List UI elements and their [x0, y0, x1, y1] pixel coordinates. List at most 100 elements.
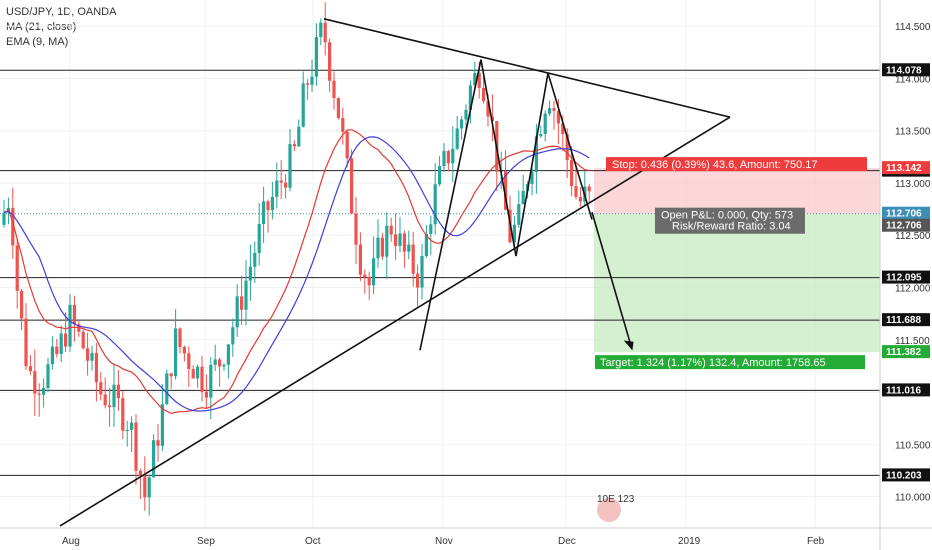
- candle-body: [112, 384, 116, 408]
- watermark-text: 10E 123: [597, 494, 635, 505]
- candle-body: [174, 328, 178, 377]
- candle-body: [20, 290, 24, 319]
- candle-body: [561, 123, 565, 135]
- open-pnl-label: Open P&L: 0.000, Qty: 573: [661, 210, 793, 222]
- candle-body: [446, 151, 450, 164]
- candle-body: [204, 391, 208, 398]
- candle-body: [134, 422, 138, 471]
- candle-body: [367, 276, 371, 286]
- candle-body: [15, 245, 19, 291]
- stop-label-box: [606, 157, 867, 172]
- candle-body: [266, 201, 270, 211]
- level-tag-label: 114.078: [886, 65, 922, 76]
- legend-ema: EMA (9, MA): [6, 36, 69, 48]
- watermark-logo: 10E 123: [597, 494, 635, 522]
- candle-body: [486, 101, 490, 117]
- candle-body: [231, 327, 235, 345]
- candle-body: [209, 364, 213, 398]
- time-tick-label: Aug: [62, 536, 80, 547]
- candle-body: [350, 158, 354, 214]
- candle-body: [301, 83, 305, 127]
- candle-body: [200, 366, 204, 392]
- candle-body: [42, 387, 46, 395]
- candle-body: [376, 237, 380, 259]
- time-tick-label: Feb: [807, 536, 825, 547]
- price-tag-box: [882, 345, 930, 359]
- candle-body: [552, 108, 556, 111]
- candle-body: [411, 244, 415, 274]
- pattern-zigzag-line: [480, 59, 517, 257]
- candle-body: [424, 234, 428, 256]
- triangle-upper-trendline: [323, 18, 731, 118]
- candle-body: [548, 108, 552, 114]
- candle-body: [33, 371, 37, 394]
- candle-body: [248, 266, 252, 281]
- price-tag-label: 113.142: [886, 163, 922, 174]
- candle-body: [108, 405, 112, 408]
- candle-body: [314, 37, 318, 77]
- candle-body: [323, 22, 327, 43]
- candle-body: [389, 225, 393, 235]
- candle-body: [380, 237, 384, 257]
- candle-body: [394, 234, 398, 246]
- candle-body: [235, 296, 239, 328]
- candle-body: [385, 225, 389, 257]
- candle-body: [539, 134, 543, 137]
- candle-body: [156, 440, 160, 446]
- candle-body: [578, 196, 582, 202]
- candle-body: [512, 224, 516, 243]
- candle-body: [147, 477, 151, 498]
- pattern-zigzag-line: [515, 73, 549, 257]
- candle-body: [288, 144, 292, 188]
- stop-zone: [594, 168, 880, 214]
- level-tag-box: [882, 270, 930, 284]
- candle-body: [455, 128, 459, 149]
- candle-body: [473, 72, 477, 86]
- pnl-label-box: [655, 207, 805, 234]
- candle-body: [398, 233, 402, 246]
- candle-body: [517, 204, 521, 225]
- candle-body: [372, 258, 376, 286]
- candle-body: [451, 148, 455, 164]
- candle-body: [328, 42, 332, 81]
- candle-body: [490, 116, 494, 122]
- candle-body: [438, 166, 442, 185]
- candle-body: [420, 255, 424, 288]
- candle-body: [341, 118, 345, 132]
- chart-title: USD/JPY, 1D, OANDA: [6, 6, 117, 18]
- ema-9-line: [3, 136, 590, 412]
- candle-body: [37, 393, 41, 395]
- candle-body: [2, 212, 6, 225]
- candle-body: [556, 110, 560, 124]
- price-tag-label: 112.706: [886, 209, 922, 220]
- candle-body: [152, 440, 156, 478]
- price-tick-label: 112.000: [895, 284, 931, 295]
- target-label-box: [595, 355, 865, 370]
- candle-body: [46, 364, 50, 388]
- candle-body: [460, 119, 464, 129]
- time-tick-label: Nov: [435, 536, 453, 547]
- candle-body: [213, 359, 217, 365]
- candle-body: [24, 318, 28, 367]
- candle-body: [530, 172, 534, 184]
- chart-legend: USD/JPY, 1D, OANDA MA (21, close) EMA (9…: [6, 5, 116, 50]
- price-tag-box: [882, 206, 930, 220]
- candle-body: [319, 22, 323, 38]
- candle-body: [570, 159, 574, 187]
- price-tag-box: [882, 218, 930, 232]
- candle-body: [99, 382, 103, 395]
- candle-body: [178, 328, 182, 347]
- time-tick-label: Oct: [305, 536, 321, 547]
- triangle-lower-trendline: [59, 116, 731, 527]
- level-tag-box: [882, 313, 930, 327]
- candle-body: [297, 126, 301, 147]
- time-tick-label: Dec: [558, 536, 576, 547]
- time-tick-label: 2019: [678, 536, 701, 547]
- candle-body: [292, 144, 296, 147]
- risk-reward-label: Risk/Reward Ratio: 3.04: [672, 221, 791, 233]
- candle-body: [240, 296, 244, 310]
- level-tag-box: [882, 468, 930, 482]
- candle-body: [125, 429, 129, 431]
